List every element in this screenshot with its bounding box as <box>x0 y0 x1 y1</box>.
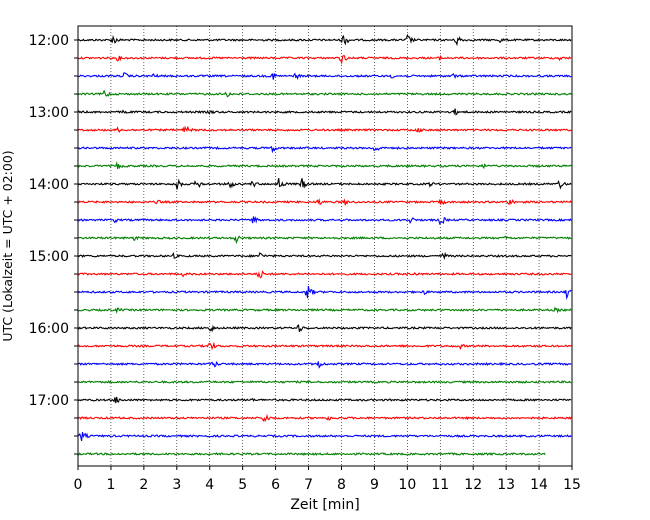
trace-1745 <box>77 452 546 456</box>
trace-1615 <box>77 341 572 351</box>
trace-1530 <box>77 285 572 300</box>
vertical-grid <box>110 26 540 466</box>
seismic-traces <box>77 33 572 456</box>
y-tick-label: 15:00 <box>29 249 69 265</box>
x-tick-label: 5 <box>238 477 247 493</box>
y-tick-label: 17:00 <box>29 393 69 409</box>
x-tick-label: 1 <box>106 477 115 493</box>
y-axis-label: UTC (Lokalzeit = UTC + 02:00) <box>0 150 15 341</box>
trace-1415 <box>77 198 572 206</box>
trace-1230 <box>77 72 572 81</box>
trace-1715 <box>77 413 572 423</box>
trace-1600 <box>77 324 572 333</box>
y-tick-label: 14:00 <box>29 177 69 193</box>
plot-frame <box>77 25 573 467</box>
x-tick-label: 8 <box>337 477 346 493</box>
x-tick-label: 12 <box>464 477 482 493</box>
trace-1245 <box>77 89 572 98</box>
x-tick-label: 10 <box>398 477 416 493</box>
x-tick-label: 2 <box>139 477 148 493</box>
y-tick-label: 13:00 <box>29 105 69 121</box>
trace-1545 <box>77 306 572 315</box>
x-axis-label: Zeit [min] <box>290 497 359 513</box>
x-tick-label: 15 <box>563 477 581 493</box>
x-tick-label: 14 <box>530 477 548 493</box>
trace-1515 <box>77 270 572 279</box>
trace-1500 <box>77 251 572 260</box>
x-axis-ticks: 0 1 2 3 4 5 6 7 8 9 10 11 12 13 14 15 <box>74 466 581 493</box>
y-tick-label: 16:00 <box>29 321 69 337</box>
trace-1630 <box>77 360 572 369</box>
trace-1300 <box>77 108 572 116</box>
trace-1445 <box>77 235 572 245</box>
trace-1730 <box>77 432 572 442</box>
x-tick-label: 3 <box>172 477 181 493</box>
x-tick-label: 9 <box>370 477 379 493</box>
y-axis-ticks: 12:00 13:00 14:00 15:00 16:00 17:00 <box>29 33 78 455</box>
trace-1330 <box>77 146 572 154</box>
x-tick-label: 7 <box>304 477 313 493</box>
trace-1400 <box>77 178 572 190</box>
x-tick-label: 13 <box>497 477 515 493</box>
x-tick-label: 0 <box>74 477 83 493</box>
trace-1430 <box>77 216 572 226</box>
trace-1200 <box>77 33 572 47</box>
trace-1700 <box>77 396 572 404</box>
x-tick-label: 6 <box>271 477 280 493</box>
x-tick-label: 11 <box>431 477 449 493</box>
x-tick-label: 4 <box>205 477 214 493</box>
trace-1645 <box>77 380 572 384</box>
trace-1345 <box>77 161 572 170</box>
y-tick-label: 12:00 <box>29 33 69 49</box>
trace-1315 <box>77 125 572 133</box>
trace-1215 <box>77 54 572 65</box>
